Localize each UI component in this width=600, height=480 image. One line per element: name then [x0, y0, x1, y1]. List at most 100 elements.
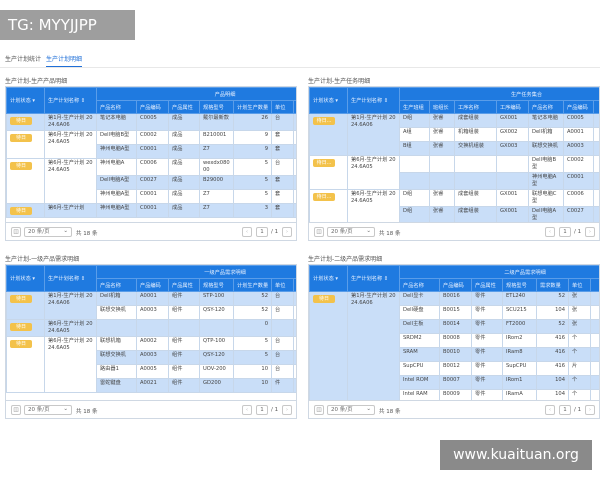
column-header[interactable]: 单位	[271, 278, 294, 292]
next-page-button[interactable]: ›	[282, 227, 292, 237]
table-row[interactable]: 雷蛇键盘 A0021 组件 GD200 10 件	[7, 378, 296, 393]
column-header-status[interactable]: 计划状态 ▾	[6, 265, 45, 292]
column-toggle-button[interactable]: ◫	[314, 405, 324, 415]
table-cell: A0001	[136, 291, 169, 306]
panel-title: 生产计划-二级产品需求明细	[308, 256, 383, 263]
sort-icon[interactable]: ▾	[333, 98, 339, 104]
table-row[interactable]: D组 张睿 成套组装 GX001 Dell电脑A型 C0027	[310, 206, 599, 222]
tab-plan-statistics[interactable]: 生产计划统计	[5, 56, 42, 63]
column-toggle-button[interactable]: ◫	[11, 405, 21, 415]
column-header-plan-name[interactable]: 生产计划名称 ⇕	[347, 87, 400, 114]
sort-icon[interactable]: ▾	[30, 276, 36, 282]
page-size-select[interactable]: 20 条/页 ⌄	[24, 227, 72, 237]
table-row[interactable]: 神州电脑A型 C0001 成品 Z7 5 套	[7, 189, 296, 204]
page-number-input[interactable]: 1	[559, 227, 571, 237]
table-row[interactable]: Intel RAM B0009 零件 IRamA 104 个	[310, 389, 599, 400]
page-size-select[interactable]: 20 条/页 ⌄	[24, 405, 72, 415]
next-page-button[interactable]: ›	[585, 405, 595, 415]
column-header[interactable]	[292, 278, 296, 292]
column-header[interactable]: 工序编码	[496, 100, 529, 114]
sort-icon[interactable]: ⇕	[79, 98, 86, 104]
table-row[interactable]: A组 张睿 机箱组装 GX002 Dell机箱 A0001	[310, 127, 599, 142]
page-number-input[interactable]: 1	[256, 227, 268, 237]
sort-icon[interactable]: ⇕	[382, 276, 389, 282]
prev-page-button[interactable]: ‹	[242, 227, 252, 237]
plan-name-cell: 第6月-生产计划 2024.6A05	[44, 130, 97, 159]
table-row[interactable]: 待日 第1月-生产计划 2024.6A06 Dell机箱 A0001 组件 STP-100…	[6, 291, 296, 320]
column-header[interactable]: 规格型号	[199, 278, 234, 292]
page-number-input[interactable]: 1	[256, 405, 268, 415]
column-header-status[interactable]: 计划状态 ▾	[6, 87, 45, 114]
column-header[interactable]: 产品编码	[136, 278, 169, 292]
column-header[interactable]: 单位	[568, 278, 591, 292]
tab-plan-details[interactable]: 生产计划明细	[46, 54, 83, 67]
column-header[interactable]: 班组长	[429, 100, 455, 114]
table-row[interactable]: 待日... 第1月-生产计划 2024.6A06 D组 张睿 成套组装 GX001 笔记本电…	[309, 113, 599, 156]
table-row[interactable]: 待日 第1月-生产计划 2024.6A06 Dell显卡 B0016 零件 ETL240 5…	[309, 291, 599, 400]
column-header-plan-name[interactable]: 生产计划名称 ⇕	[44, 265, 97, 292]
column-header[interactable]: 产品编码	[563, 100, 594, 114]
table-row[interactable]: Intel ROM B0007 零件 IRom1 104 个	[310, 375, 599, 390]
column-header-label: 生产计划名称	[48, 98, 80, 104]
column-header-plan-name[interactable]: 生产计划名称 ⇕	[44, 87, 97, 114]
column-header[interactable]: 需求数量	[536, 278, 569, 292]
page-size-select[interactable]: 20 条/页 ⌄	[327, 227, 375, 237]
table-row[interactable]: 待日 第6月-生产计划 2024.6A05 神州电脑A C0006 成品 wexdx080…	[6, 158, 296, 204]
column-header[interactable]: 产品属性	[471, 278, 503, 292]
prev-page-button[interactable]: ‹	[545, 405, 555, 415]
column-header[interactable]: 产品属性	[168, 278, 200, 292]
table-cell: 26	[233, 113, 272, 131]
table-row[interactable]: 神州电脑A型 C0001	[310, 172, 599, 190]
column-toggle-button[interactable]: ◫	[11, 227, 21, 237]
sort-icon[interactable]: ⇕	[79, 276, 86, 282]
column-header[interactable]: 产品编码	[439, 278, 472, 292]
column-header[interactable]	[292, 100, 296, 114]
table-cell: 台	[271, 113, 294, 131]
sort-icon[interactable]: ▾	[30, 98, 36, 104]
column-header[interactable]: 规格型号	[199, 100, 234, 114]
column-header-plan-name[interactable]: 生产计划名称 ⇕	[347, 265, 400, 292]
sort-icon[interactable]: ▾	[333, 276, 339, 282]
table-row[interactable]: SRAM B0010 零件 IRam8 416 个	[310, 347, 599, 362]
table-row[interactable]: 待日... 第6月-生产计划 2024.6A05 Dell电脑B型 C0002	[309, 155, 599, 190]
table-row[interactable]: 路由器1 A0005 组件 UOV-200 10 台	[7, 364, 296, 379]
page-size-select[interactable]: 20 条/页 ⌄	[327, 405, 375, 415]
page-number-input[interactable]: 1	[559, 405, 571, 415]
column-header-status[interactable]: 计划状态 ▾	[309, 265, 348, 292]
column-header[interactable]: 计划生产数量	[233, 100, 272, 114]
table-container[interactable]: 计划状态 ▾ 生产计划名称 ⇕ 二级产品需求明细 产品名称 产品编码 产品属性 规格型号 需求…	[308, 264, 600, 401]
column-header[interactable]	[592, 100, 599, 114]
column-header[interactable]: 产品名称	[96, 100, 137, 114]
table-container[interactable]: 计划状态 ▾ 生产计划名称 ⇕ 生产任务集合 生产班组 班组长 工序名称 工序编码 产品名称产…	[308, 86, 600, 223]
column-toggle-button[interactable]: ◫	[314, 227, 324, 237]
column-header[interactable]: 规格型号	[502, 278, 537, 292]
table-row[interactable]: 待日 第6月-生产计划 2024.6A05 0	[6, 319, 296, 337]
column-header[interactable]: 产品名称	[528, 100, 564, 114]
table-container[interactable]: 计划状态 ▾ 生产计划名称 ⇕ 一级产品需求明细 产品名称 产品编码 产品属性 规格型号 计划…	[5, 264, 297, 401]
sort-icon[interactable]: ⇕	[382, 98, 389, 104]
table-row[interactable]: 联想交换机 A0003 组件 QSY-120 52 台	[7, 305, 296, 320]
column-header[interactable]: 生产班组	[399, 100, 430, 114]
column-header[interactable]: 计划生产数量	[233, 278, 272, 292]
table-row[interactable]: 待日 第6月-生产计划 2024.6A05 Dell电脑B型 C0002 成品 B2100…	[6, 130, 296, 159]
table-row[interactable]: Dell电脑A型 C0027 成品 B29000 5 套	[7, 175, 296, 190]
column-header[interactable]: 产品属性	[168, 100, 200, 114]
table-row[interactable]: 待日... 第6月-生产计划 2024.6A05 D组 张睿 成套组装 GX001 联想电脑…	[309, 189, 599, 222]
table-row[interactable]: 联想交换机 A0003 组件 QSY-120 5 台	[7, 350, 296, 365]
column-header-status[interactable]: 计划状态 ▾	[309, 87, 348, 114]
table-row[interactable]: 待日 第1月-生产计划 2024.6A06 笔记本电脑 C0005 成品 戴尔最新款 26 台	[6, 113, 296, 131]
column-header[interactable]: 产品名称	[96, 278, 137, 292]
prev-page-button[interactable]: ‹	[242, 405, 252, 415]
table-cell: SupCPU	[399, 361, 440, 376]
column-header[interactable]: 产品编码	[136, 100, 169, 114]
column-header[interactable]: 单位	[271, 100, 294, 114]
column-header[interactable]	[589, 278, 599, 292]
table-container[interactable]: 计划状态 ▾ 生产计划名称 ⇕ 产品明细 产品名称 产品编码 产品属性 规格型号 计划生产数量…	[5, 86, 297, 223]
table-row[interactable]: 待日 第6月-生产计划 2024.6A05 联想机箱 A0002 组件 QTP-100 5 台	[6, 336, 296, 393]
next-page-button[interactable]: ›	[585, 227, 595, 237]
prev-page-button[interactable]: ‹	[545, 227, 555, 237]
column-header[interactable]: 产品名称	[399, 278, 440, 292]
table-row[interactable]: 待日 第6月-生产计划 神州电脑A型 C0001 成品 Z7 3 套	[6, 203, 296, 218]
column-header[interactable]: 工序名称	[454, 100, 497, 114]
next-page-button[interactable]: ›	[282, 405, 292, 415]
